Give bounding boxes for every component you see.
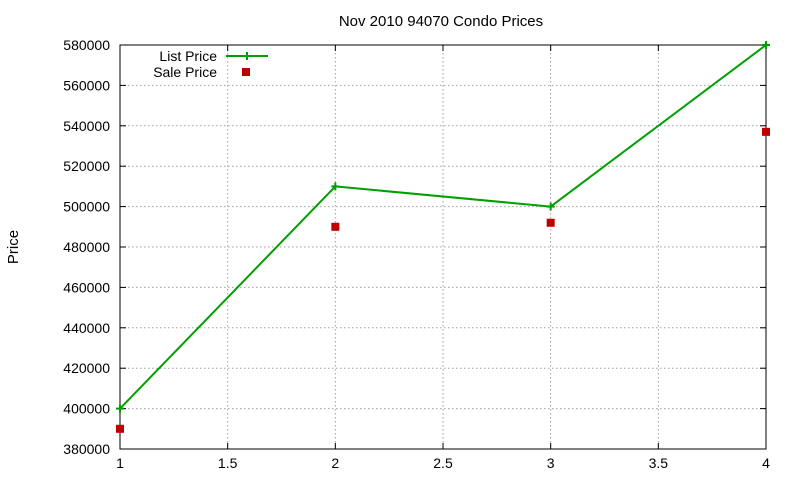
y-tick-label: 520000 <box>63 158 110 174</box>
sale-price-point <box>331 222 340 231</box>
sale-price-series <box>116 127 770 433</box>
y-tick-label: 440000 <box>63 320 110 336</box>
y-tick-label: 580000 <box>63 37 110 53</box>
y-tick-label: 460000 <box>63 279 110 295</box>
x-tick-label: 2 <box>331 455 339 471</box>
y-tick-label: 420000 <box>63 360 110 376</box>
legend-item-list-price: List Price <box>159 48 268 64</box>
y-tick-label: 500000 <box>63 199 110 215</box>
x-tick-label: 2.5 <box>433 455 453 471</box>
x-tick-label: 3 <box>547 455 555 471</box>
x-tick-label: 4 <box>762 455 770 471</box>
list-price-series <box>116 41 770 413</box>
list-price-line <box>119 44 767 410</box>
y-tick-label: 400000 <box>63 401 110 417</box>
y-tick-label: 560000 <box>63 77 110 93</box>
legend-item-sale-price: Sale Price <box>153 64 250 80</box>
legend-marker <box>242 68 250 76</box>
y-axis-label: Price <box>5 230 22 264</box>
list-price-point <box>546 202 555 211</box>
list-price-point <box>762 41 770 49</box>
list-price-point <box>331 182 340 191</box>
sale-price-point <box>116 424 124 433</box>
legend-label: List Price <box>159 48 217 64</box>
y-tick-label: 480000 <box>63 239 110 255</box>
x-tick-label: 3.5 <box>649 455 669 471</box>
x-tick-label: 1 <box>116 455 124 471</box>
series <box>116 41 770 433</box>
chart-title: Nov 2010 94070 Condo Prices <box>339 13 543 30</box>
sale-price-point <box>762 127 770 136</box>
list-price-point <box>116 404 124 413</box>
legend-marker <box>243 52 251 60</box>
legend-label: Sale Price <box>153 64 217 80</box>
grid <box>120 45 766 449</box>
y-tick-label: 380000 <box>63 441 110 457</box>
x-tick-label: 1.5 <box>218 455 238 471</box>
axis-ticks: 1 1.5 2 2.5 3 3.5 4 380000 400000 420000 440000 460… <box>63 37 770 471</box>
y-tick-label: 540000 <box>63 118 110 134</box>
sale-price-point <box>546 218 555 227</box>
